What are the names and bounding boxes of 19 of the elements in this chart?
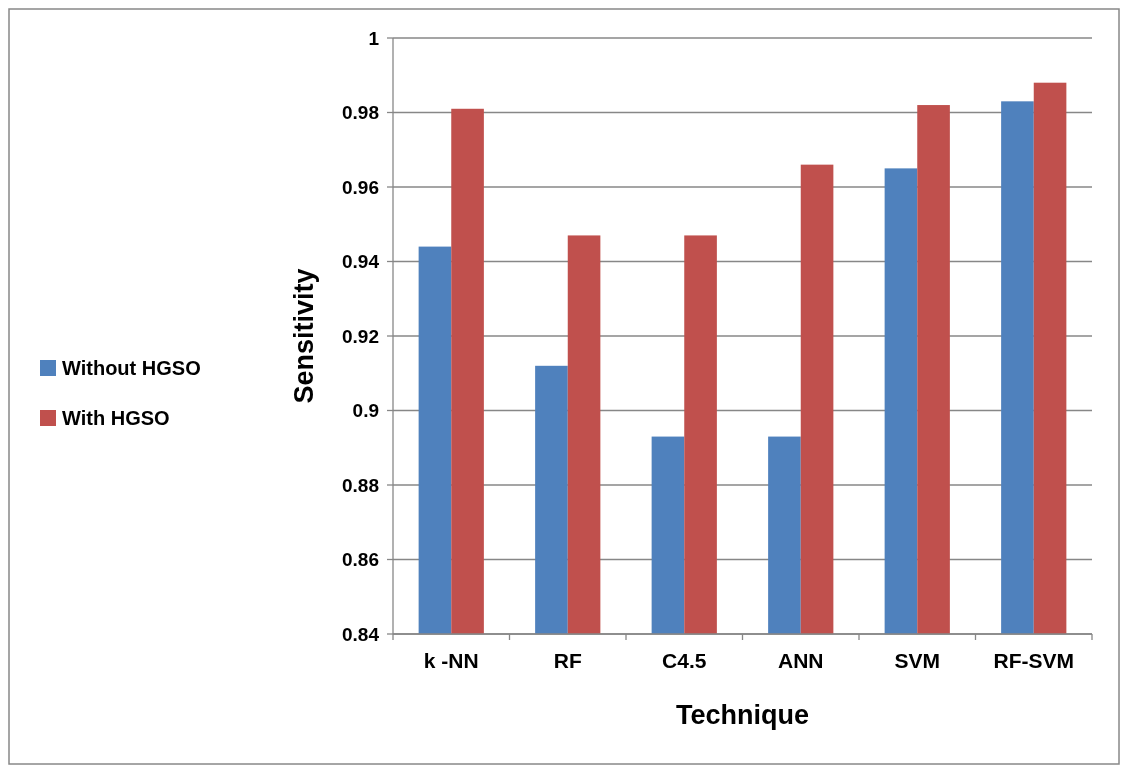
y-tick-label: 0.94 [342,251,380,273]
legend-label: With HGSO [62,407,170,429]
y-tick-label: 0.86 [342,549,379,571]
y-axis-title: Sensitivity [289,268,319,404]
y-tick-label: 0.96 [342,176,379,198]
x-tick-label: ANN [778,649,824,672]
y-tick-label: 0.98 [342,102,379,124]
y-tick-label: 0.88 [342,474,379,496]
x-axis-title: Technique [675,700,810,730]
legend-label: Without HGSO [62,357,201,379]
y-tick-label: 0.9 [352,400,379,422]
x-tick-label: RF [553,649,582,672]
y-tick-label: 0.84 [342,623,380,645]
y-tick-label: 0.92 [342,325,379,347]
x-tick-label: RF-SVM [993,649,1074,672]
y-tick-label: 1 [368,27,380,49]
x-tick-label: k -NN [423,649,479,672]
x-tick-label: SVM [894,649,941,672]
x-tick-label: C4.5 [662,649,707,672]
